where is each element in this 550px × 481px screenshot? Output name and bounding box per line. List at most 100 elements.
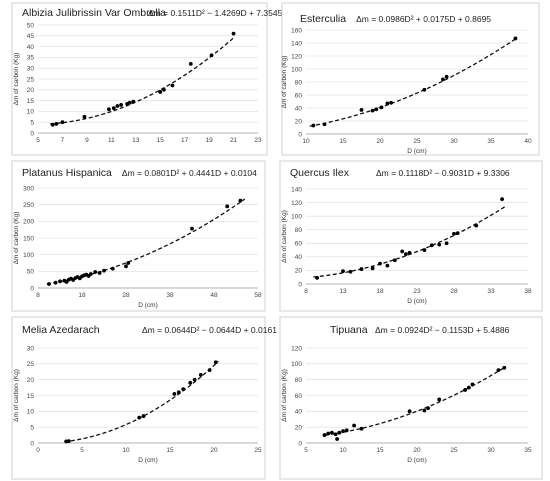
x-tick-label: 38	[524, 288, 532, 295]
data-point	[322, 122, 327, 127]
x-tick-label: 30	[487, 447, 495, 454]
y-tick-label: 120	[291, 200, 302, 207]
data-point	[341, 429, 345, 434]
chart-frame	[11, 160, 266, 312]
y-tick-label: 100	[23, 252, 34, 259]
data-point	[385, 263, 390, 268]
data-point	[444, 241, 449, 246]
y-tick-label: 0	[30, 285, 34, 292]
y-tick-label: 20	[295, 268, 303, 275]
y-tick-label: 80	[295, 227, 303, 234]
x-tick-label: 28	[450, 288, 458, 295]
x-tick-label: 35	[524, 447, 532, 454]
data-point	[315, 275, 319, 280]
data-point	[513, 36, 518, 41]
data-point	[161, 87, 166, 92]
x-tick-label: 13	[339, 288, 347, 295]
data-point	[333, 432, 338, 437]
data-point	[437, 397, 442, 402]
y-tick-label: 0	[298, 281, 302, 288]
data-point	[455, 231, 460, 236]
chart-panel-6: Tipuana Δm = 0.0924D² − 0.1153D + 5.4886 0…	[279, 316, 543, 480]
y-tick-label: 50	[27, 22, 35, 29]
y-tick-label: 15	[27, 393, 35, 400]
y-tick-label: 50	[27, 269, 35, 276]
data-point	[172, 392, 177, 396]
y-tick-label: 80	[295, 79, 303, 86]
y-tick-label: 0	[30, 440, 34, 447]
y-tick-label: 100	[291, 213, 302, 220]
data-point	[374, 107, 379, 112]
y-tick-label: 20	[295, 118, 303, 125]
x-tick-label: 58	[254, 292, 262, 299]
x-tick-label: 15	[157, 137, 165, 144]
data-point	[359, 267, 364, 271]
y-tick-label: 250	[23, 202, 34, 209]
y-tick-label: 40	[295, 105, 303, 112]
x-axis-label: D (cm)	[407, 148, 427, 155]
data-point	[359, 108, 364, 112]
data-point	[422, 408, 427, 413]
data-point	[66, 439, 71, 443]
y-tick-label: 140	[291, 40, 302, 47]
data-point	[348, 269, 353, 274]
x-tick-label: 5	[36, 137, 40, 144]
data-point	[466, 385, 471, 390]
data-point	[126, 261, 131, 265]
x-tick-label: 38	[166, 292, 174, 299]
data-point	[429, 243, 434, 248]
data-point	[127, 100, 132, 105]
y-tick-label: 300	[23, 185, 34, 192]
data-point	[82, 114, 87, 119]
data-point	[422, 87, 427, 92]
y-axis-label: Δm of carbon (Kg)	[281, 210, 288, 263]
chart-frame	[281, 2, 540, 156]
data-point	[60, 120, 65, 125]
data-point	[110, 266, 115, 271]
data-point	[322, 433, 327, 437]
chart-panel-5: Melia Azedarach Δm = 0.0644D² − 0.0644D +…	[11, 316, 277, 480]
data-point	[238, 198, 243, 203]
x-tick-label: 23	[254, 137, 262, 144]
data-point	[378, 261, 382, 266]
data-point	[158, 90, 163, 94]
y-tick-label: 40	[295, 254, 303, 261]
trendline	[64, 360, 219, 443]
x-tick-label: 13	[132, 137, 140, 144]
y-tick-label: 5	[30, 424, 34, 431]
data-point	[359, 426, 364, 431]
y-tick-label: 30	[27, 66, 35, 73]
x-tick-label: 18	[376, 288, 384, 295]
x-tick-label: 25	[450, 447, 458, 454]
data-point	[102, 268, 106, 273]
data-point	[119, 103, 124, 107]
x-tick-label: 0	[36, 447, 40, 454]
x-tick-label: 10	[339, 447, 347, 454]
data-point	[344, 428, 349, 433]
x-tick-label: 7	[61, 137, 65, 144]
x-tick-label: 33	[487, 288, 495, 295]
chart-panel-2: Esterculia Δm = 0.0986D² + 0.0175D + 0.86…	[281, 2, 540, 156]
data-point	[470, 382, 475, 387]
chart-equation: Δm = 0.1118D² − 0.9031D + 9.3306	[376, 168, 510, 178]
data-point	[335, 437, 339, 441]
x-axis-label: D (cm)	[407, 298, 427, 305]
data-point	[404, 252, 408, 257]
data-point	[337, 430, 342, 435]
data-point	[330, 430, 334, 435]
x-tick-label: 20	[413, 447, 421, 454]
x-axis-label: D (cm)	[138, 302, 158, 309]
data-point	[58, 279, 62, 284]
data-point	[47, 282, 51, 286]
x-axis-label: D (cm)	[407, 457, 427, 464]
x-tick-label: 10	[302, 138, 310, 145]
data-point	[422, 248, 427, 252]
y-tick-label: 10	[27, 109, 35, 116]
data-point	[496, 368, 501, 373]
y-axis-label: Δm of carbon (Kg)	[13, 212, 20, 265]
y-tick-label: 60	[295, 92, 303, 99]
y-tick-label: 15	[27, 98, 35, 105]
y-tick-label: 20	[295, 424, 303, 431]
data-point	[181, 387, 186, 392]
